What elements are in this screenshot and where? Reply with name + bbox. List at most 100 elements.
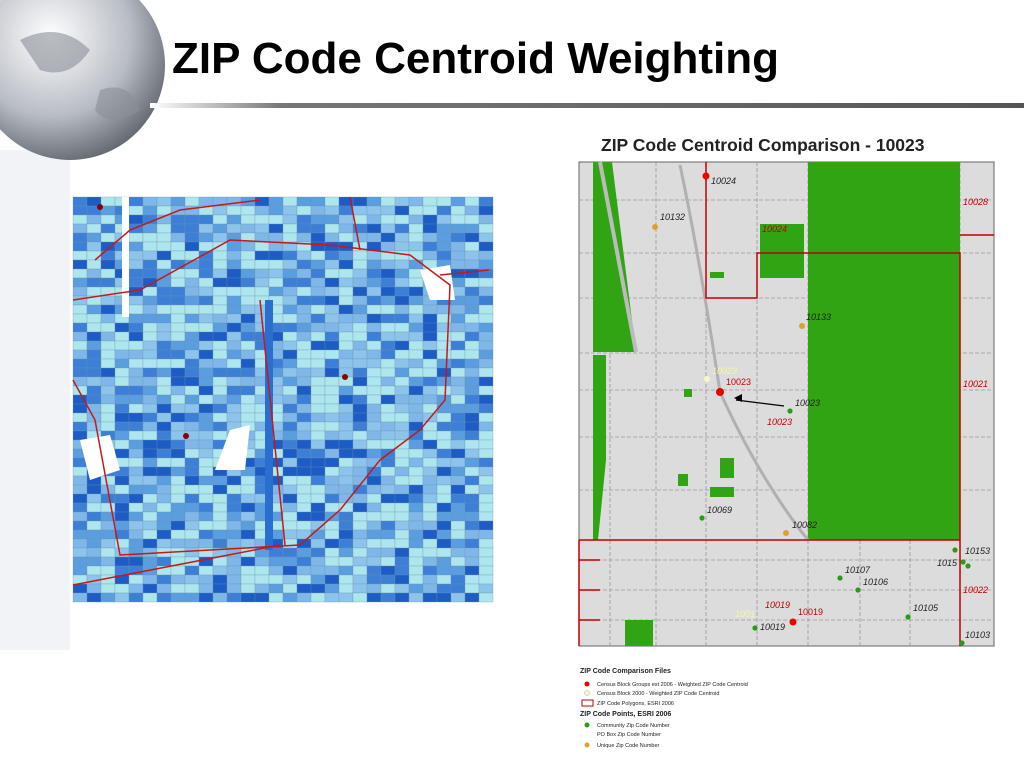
parcel	[324, 259, 340, 270]
parcel	[114, 322, 130, 333]
parcel	[72, 547, 88, 558]
parcel	[128, 583, 144, 594]
parcel	[198, 511, 214, 522]
parcel	[338, 412, 354, 423]
parcel	[170, 574, 186, 585]
parcel	[128, 376, 144, 387]
parcel	[464, 439, 480, 450]
parcel	[450, 430, 466, 441]
parcel	[198, 331, 214, 342]
parcel	[380, 286, 396, 297]
parcel	[338, 484, 354, 495]
parcel	[310, 205, 326, 216]
legend-item: Unique Zip Code Number	[597, 743, 660, 749]
parcel	[86, 421, 102, 432]
parcel	[184, 475, 200, 486]
parcel	[86, 241, 102, 252]
parcel	[366, 403, 382, 414]
parcel	[184, 583, 200, 594]
parcel	[324, 529, 340, 540]
legend-item: Community Zip Code Number	[597, 723, 670, 729]
parcel	[310, 439, 326, 450]
parcel	[100, 232, 116, 243]
parcel	[422, 565, 438, 576]
parcel	[268, 583, 284, 594]
parcel	[352, 304, 368, 315]
parcel	[114, 421, 130, 432]
parcel	[128, 592, 144, 603]
parcel	[408, 583, 424, 594]
parcel	[212, 538, 228, 549]
parcel	[240, 529, 256, 540]
parcel	[464, 520, 480, 531]
parcel	[156, 313, 172, 324]
parcel	[282, 484, 298, 495]
parcel	[296, 538, 312, 549]
parcel	[226, 295, 242, 306]
parcel	[464, 448, 480, 459]
parcel	[408, 448, 424, 459]
parcel	[100, 385, 116, 396]
parcel	[156, 286, 172, 297]
parcel	[72, 286, 88, 297]
parcel	[184, 286, 200, 297]
parcel	[198, 457, 214, 468]
parcel	[422, 466, 438, 477]
parcel	[282, 520, 298, 531]
parcel	[240, 538, 256, 549]
parcel	[464, 592, 480, 603]
parcel	[212, 358, 228, 369]
parcel	[450, 493, 466, 504]
parcel	[198, 529, 214, 540]
parcel	[282, 448, 298, 459]
parcel	[324, 313, 340, 324]
parcel	[478, 286, 494, 297]
parcel	[240, 358, 256, 369]
parcel	[464, 358, 480, 369]
parcel	[380, 196, 396, 207]
parcel	[338, 385, 354, 396]
parcel	[156, 394, 172, 405]
parcel	[86, 484, 102, 495]
parcel	[422, 331, 438, 342]
parcel	[478, 376, 494, 387]
parcel	[324, 439, 340, 450]
parcel	[282, 376, 298, 387]
parcel	[422, 223, 438, 234]
parcel	[100, 223, 116, 234]
zip-label: 10106	[863, 577, 888, 587]
parcel	[366, 484, 382, 495]
parcel	[464, 268, 480, 279]
parcel	[142, 592, 158, 603]
parcel	[198, 322, 214, 333]
parcel	[184, 511, 200, 522]
parcel	[142, 286, 158, 297]
parcel	[128, 205, 144, 216]
parcel	[226, 385, 242, 396]
parcel	[268, 205, 284, 216]
parcel	[324, 214, 340, 225]
zip-label: 1015	[937, 558, 958, 568]
parcel	[380, 466, 396, 477]
parcel	[184, 322, 200, 333]
parcel	[212, 493, 228, 504]
parcel	[380, 403, 396, 414]
parcel	[366, 313, 382, 324]
parcel	[170, 394, 186, 405]
parcel	[156, 376, 172, 387]
parcel	[310, 457, 326, 468]
parcel	[226, 592, 242, 603]
parcel	[240, 250, 256, 261]
parcel	[198, 349, 214, 360]
parcel	[366, 592, 382, 603]
parcel	[240, 205, 256, 216]
parcel	[450, 475, 466, 486]
legend-item: PO Box Zip Code Number	[597, 732, 661, 738]
parcel	[212, 511, 228, 522]
parcel	[380, 475, 396, 486]
parcel	[478, 385, 494, 396]
parcel	[310, 286, 326, 297]
parcel	[184, 574, 200, 585]
parcel	[408, 313, 424, 324]
parcel	[394, 466, 410, 477]
